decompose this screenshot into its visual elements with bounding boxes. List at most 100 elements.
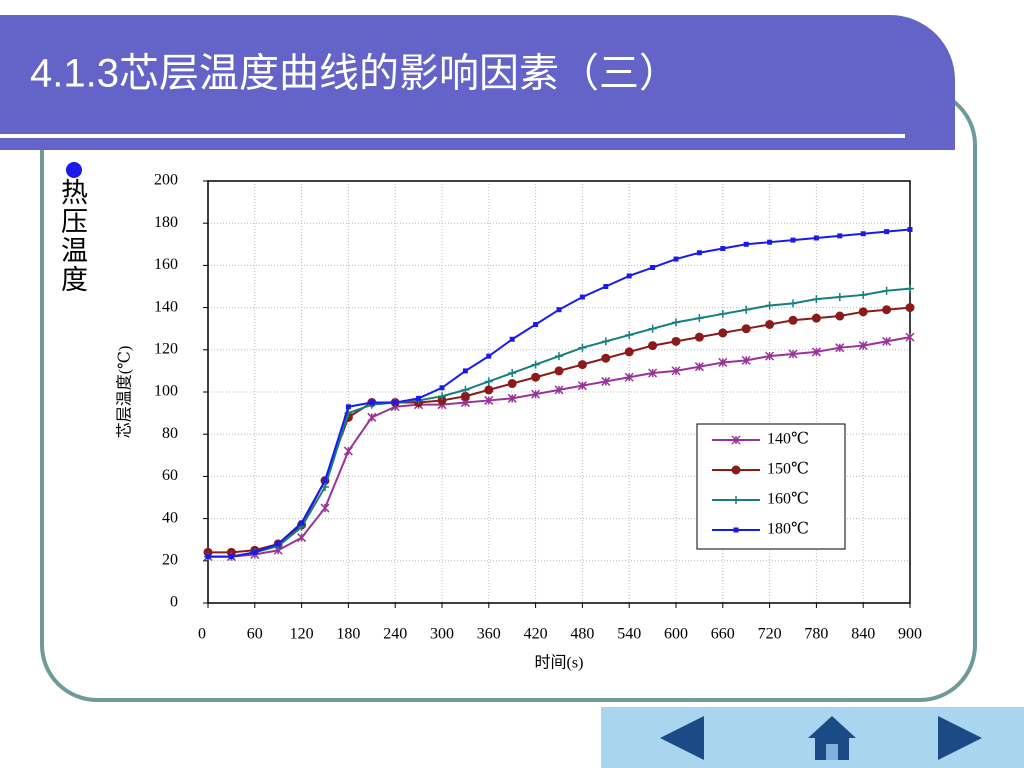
marker bbox=[531, 372, 541, 382]
x-tick-label: 840 bbox=[851, 626, 875, 643]
marker bbox=[345, 404, 351, 410]
marker bbox=[416, 395, 422, 401]
marker bbox=[837, 233, 843, 239]
legend-label: 150℃ bbox=[767, 461, 809, 478]
chart: 0 20 40 60 80 100 120 140 160 180 200 0 60 120 180 240 3… bbox=[116, 172, 922, 672]
marker bbox=[367, 412, 377, 422]
marker bbox=[907, 227, 913, 233]
legend-box bbox=[696, 423, 846, 550]
marker bbox=[743, 241, 749, 247]
marker bbox=[835, 293, 844, 302]
marker bbox=[578, 343, 587, 352]
marker bbox=[462, 368, 468, 374]
marker bbox=[811, 313, 821, 323]
marker bbox=[601, 337, 610, 346]
marker bbox=[484, 395, 494, 405]
marker bbox=[718, 328, 728, 338]
marker bbox=[731, 435, 741, 445]
x-tick-label: 480 bbox=[570, 626, 594, 643]
y-tick-label: 40 bbox=[162, 509, 178, 526]
x-tick-label: 420 bbox=[524, 626, 548, 643]
marker bbox=[882, 305, 892, 315]
x-tick-label: 900 bbox=[898, 626, 922, 643]
marker bbox=[438, 392, 446, 401]
x-tick-label: 180 bbox=[336, 626, 360, 643]
marker bbox=[741, 355, 751, 365]
marker bbox=[531, 360, 540, 369]
marker bbox=[484, 385, 494, 395]
legend-label: 140℃ bbox=[767, 431, 809, 448]
marker bbox=[343, 446, 353, 456]
marker bbox=[860, 231, 866, 237]
marker bbox=[812, 295, 821, 304]
nav-prev[interactable] bbox=[660, 716, 704, 760]
marker bbox=[671, 366, 681, 376]
marker bbox=[577, 360, 587, 370]
slide-title: 4.1.3芯层温度曲线的影响因素（三） bbox=[30, 52, 679, 96]
marker bbox=[694, 332, 704, 342]
marker bbox=[789, 299, 797, 308]
marker bbox=[624, 372, 634, 382]
marker bbox=[648, 324, 657, 333]
marker bbox=[695, 314, 704, 323]
marker bbox=[858, 341, 868, 351]
marker bbox=[509, 336, 515, 342]
marker bbox=[601, 376, 611, 386]
marker bbox=[554, 366, 564, 376]
legend-label: 180℃ bbox=[767, 521, 809, 538]
marker bbox=[673, 256, 679, 262]
y-tick-label: 140 bbox=[154, 298, 178, 315]
bullet bbox=[66, 162, 82, 178]
title-bar bbox=[0, 15, 955, 150]
marker bbox=[811, 347, 821, 357]
marker bbox=[648, 341, 658, 351]
marker bbox=[858, 307, 868, 317]
marker bbox=[460, 391, 470, 401]
marker bbox=[252, 549, 258, 555]
marker bbox=[486, 353, 492, 359]
marker bbox=[718, 357, 728, 367]
marker bbox=[696, 250, 702, 256]
marker bbox=[624, 347, 634, 357]
x-tick-label: 300 bbox=[430, 626, 454, 643]
y-tick-label: 180 bbox=[154, 214, 178, 231]
marker bbox=[508, 369, 517, 378]
marker bbox=[765, 319, 775, 329]
nav-home[interactable] bbox=[808, 716, 856, 760]
x-tick-label: 240 bbox=[383, 626, 407, 643]
marker bbox=[788, 349, 798, 359]
x-tick-label: 600 bbox=[664, 626, 688, 643]
nav-next[interactable] bbox=[938, 716, 982, 760]
marker bbox=[299, 520, 305, 526]
marker bbox=[228, 554, 234, 560]
marker bbox=[733, 527, 739, 533]
marker bbox=[765, 351, 775, 361]
plot-border bbox=[207, 180, 911, 604]
marker bbox=[437, 395, 447, 405]
marker bbox=[507, 379, 517, 389]
marker bbox=[788, 315, 798, 325]
marker bbox=[741, 324, 751, 334]
marker bbox=[392, 400, 398, 406]
marker bbox=[731, 465, 741, 475]
marker bbox=[507, 393, 517, 403]
y-tick-label: 100 bbox=[154, 383, 178, 400]
marker bbox=[732, 496, 740, 504]
marker bbox=[742, 305, 751, 314]
y-tick-label: 160 bbox=[154, 256, 178, 273]
y-tick-label: 20 bbox=[162, 551, 178, 568]
marker bbox=[905, 332, 915, 342]
marker bbox=[882, 286, 891, 295]
marker bbox=[884, 229, 890, 235]
marker bbox=[694, 362, 704, 372]
marker bbox=[322, 478, 328, 484]
marker bbox=[859, 290, 868, 299]
marker bbox=[671, 336, 681, 346]
x-tick-label: 720 bbox=[758, 626, 782, 643]
marker bbox=[461, 385, 470, 394]
marker bbox=[906, 284, 914, 293]
marker bbox=[648, 368, 658, 378]
marker bbox=[650, 265, 656, 271]
